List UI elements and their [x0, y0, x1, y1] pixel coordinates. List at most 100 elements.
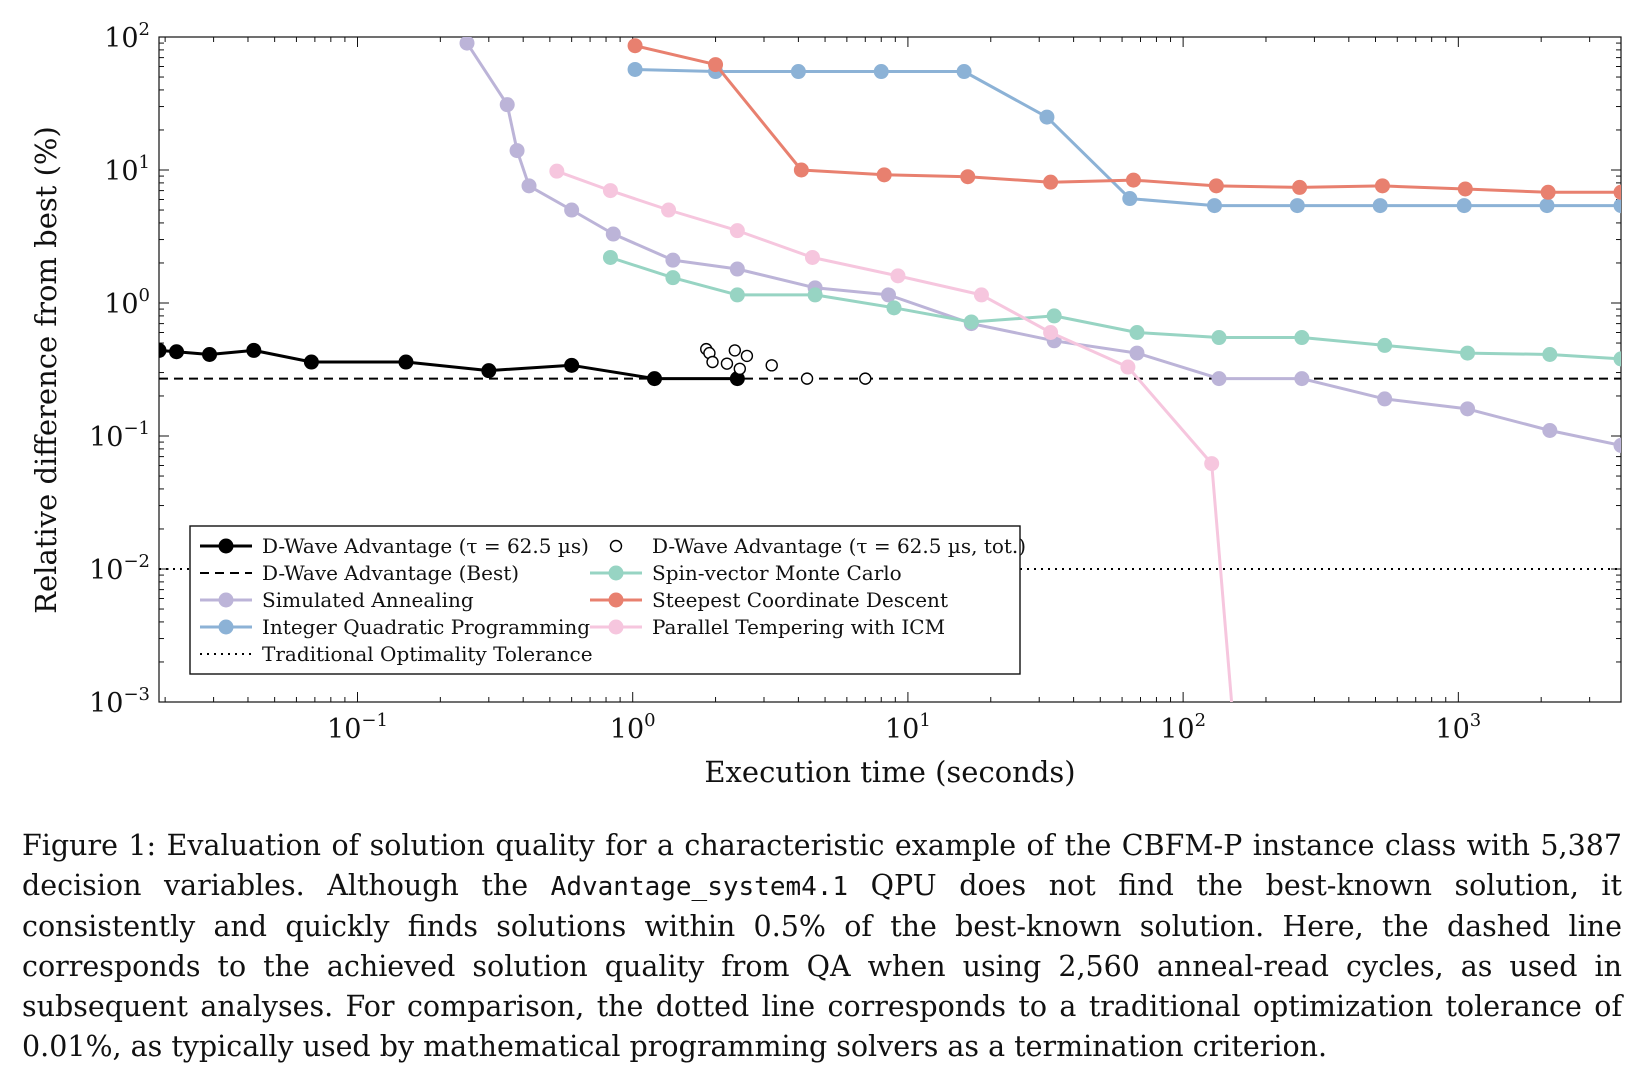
- data-point: [963, 314, 979, 330]
- data-point: [728, 344, 742, 357]
- series-line: [465, 42, 1621, 447]
- data-point: [1613, 198, 1621, 214]
- y-tick-label: 10−3: [89, 684, 150, 719]
- data-point: [740, 349, 754, 363]
- legend-label: Spin-vector Monte Carlo: [652, 561, 902, 585]
- data-point: [1613, 437, 1621, 453]
- data-point: [1125, 172, 1141, 188]
- legend-marker: [218, 538, 234, 554]
- tick-labels: 10−1 100 101 102 103 10−3 10−2 10−1 100 101 102: [89, 19, 1481, 745]
- data-point: [1043, 325, 1059, 341]
- data-point: [1456, 198, 1472, 214]
- data-point: [1046, 308, 1062, 324]
- data-point: [720, 357, 734, 370]
- data-point: [1129, 345, 1145, 361]
- data-point: [246, 342, 262, 358]
- legend-entry: Spin-vector Monte Carlo: [590, 561, 902, 585]
- data-point: [1211, 330, 1227, 346]
- data-point: [202, 346, 218, 362]
- data-point: [1613, 184, 1621, 200]
- data-point: [661, 202, 677, 218]
- data-point: [1539, 198, 1555, 214]
- data-point: [481, 363, 497, 379]
- chart: 10−1 100 101 102 103 10−3 10−2 10−1 100 101 102 Ex…: [29, 19, 1622, 789]
- series-layer: [159, 37, 1621, 702]
- y-tick-label: 100: [104, 285, 150, 320]
- data-point: [793, 162, 809, 178]
- plot-frame: [158, 36, 1622, 703]
- x-tick-label: 10−1: [327, 710, 388, 745]
- series-line: [159, 348, 738, 381]
- x-axis-label: Execution time (seconds): [704, 755, 1075, 789]
- data-point: [765, 359, 778, 372]
- data-point: [499, 97, 515, 113]
- data-point: [800, 372, 814, 385]
- caption-text-1: Figure 1: Evaluation of solution quality…: [22, 829, 1622, 902]
- data-point: [790, 64, 806, 80]
- data-point: [1043, 174, 1059, 190]
- legend-entry: D-Wave Advantage (τ = 62.5 µs): [200, 534, 589, 558]
- data-point: [459, 37, 475, 51]
- series-5: [700, 342, 872, 385]
- data-point: [1292, 179, 1308, 195]
- series-2: [459, 37, 1621, 453]
- data-point: [665, 252, 681, 268]
- data-point: [564, 202, 580, 218]
- series-7: [627, 38, 1621, 200]
- data-point: [602, 183, 618, 199]
- legend-label: D-Wave Advantage (Best): [262, 561, 519, 585]
- data-point: [1206, 198, 1222, 214]
- legend-label: D-Wave Advantage (τ = 62.5 µs): [262, 534, 589, 558]
- figure-caption: Figure 1: Evaluation of solution quality…: [22, 826, 1622, 1067]
- data-point: [398, 354, 414, 370]
- x-tick-label: 101: [885, 710, 931, 745]
- data-point: [1377, 391, 1393, 407]
- legend-entry: Parallel Tempering with ICM: [590, 615, 945, 639]
- legend-entry: D-Wave Advantage (τ = 62.5 µs, tot.): [609, 534, 1026, 558]
- legend-entry: Steepest Coordinate Descent: [590, 588, 948, 612]
- data-point: [1208, 178, 1224, 194]
- data-point: [804, 249, 820, 265]
- data-point: [627, 38, 643, 54]
- data-point: [303, 354, 319, 370]
- data-point: [1613, 351, 1621, 367]
- data-point: [1374, 178, 1390, 194]
- data-point: [602, 249, 618, 265]
- series-0: [159, 342, 745, 387]
- y-axis-label: Relative difference from best (%): [29, 126, 63, 614]
- y-tick-label: 101: [104, 152, 150, 187]
- data-point: [1460, 401, 1476, 417]
- legend-label: D-Wave Advantage (τ = 62.5 µs, tot.): [652, 534, 1026, 558]
- y-tick-label: 102: [104, 19, 150, 54]
- series-6: [602, 249, 1621, 367]
- data-point: [706, 355, 719, 369]
- caption-code: Advantage_system4.1: [550, 872, 849, 902]
- data-point: [729, 287, 745, 303]
- data-point: [1542, 422, 1558, 438]
- series-line: [634, 44, 1621, 194]
- data-point: [1039, 109, 1055, 125]
- data-point: [159, 342, 167, 358]
- data-point: [1294, 371, 1310, 387]
- legend-entry: Simulated Annealing: [200, 588, 474, 612]
- legend-marker: [608, 592, 624, 608]
- x-tick-label: 103: [1435, 710, 1481, 745]
- series-8: [549, 163, 1234, 702]
- legend-swatch: [609, 539, 623, 553]
- legend-entry: D-Wave Advantage (Best): [200, 561, 519, 585]
- data-point: [876, 167, 892, 183]
- data-point: [1122, 191, 1138, 207]
- data-point: [509, 143, 525, 159]
- data-point: [1540, 184, 1556, 200]
- data-point: [1457, 181, 1473, 197]
- data-point: [859, 372, 872, 385]
- data-point: [169, 344, 185, 360]
- caption-text-2: QPU does not find the best-known solutio…: [22, 869, 1623, 1063]
- data-point: [880, 287, 896, 303]
- data-point: [1289, 198, 1305, 214]
- data-point: [1460, 345, 1476, 361]
- data-point: [1211, 371, 1227, 387]
- data-point: [627, 61, 643, 77]
- data-point: [729, 261, 745, 277]
- legend-label: Parallel Tempering with ICM: [652, 615, 945, 639]
